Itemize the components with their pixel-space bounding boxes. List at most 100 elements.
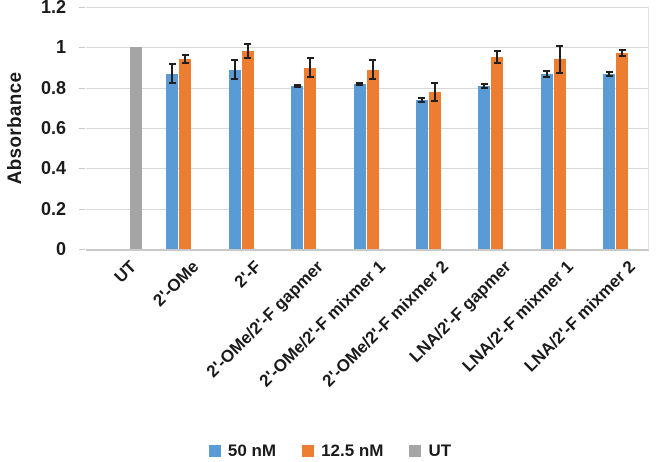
error-bar [618, 49, 626, 58]
error-bar-line [608, 70, 611, 77]
bar [366, 69, 379, 249]
error-bar [244, 43, 252, 60]
error-bar-cap-top [356, 81, 363, 84]
legend-label-12-5nm: 12.5 nM [321, 441, 384, 460]
error-bar-cap-top [231, 59, 239, 62]
error-bar-cap-top [418, 96, 426, 99]
error-bar-cap-bottom [181, 62, 189, 65]
bar [603, 73, 616, 249]
error-bar-cap-bottom [556, 71, 564, 74]
bar [616, 53, 629, 249]
error-bar-line [233, 59, 236, 80]
plot-area [86, 7, 649, 251]
error-bar [356, 81, 363, 86]
error-bar-cap-bottom [356, 83, 363, 86]
y-axis-tick [79, 168, 85, 170]
error-bar-line [483, 82, 486, 89]
bar [179, 59, 192, 249]
error-bar-line [184, 54, 187, 65]
error-bar-cap-bottom [418, 100, 426, 103]
error-bar-cap-top [168, 63, 176, 66]
error-bar-line [371, 59, 374, 80]
error-bar [418, 96, 426, 103]
gridline [86, 7, 648, 8]
y-axis-tick [79, 47, 85, 49]
error-bar-cap-bottom [244, 57, 252, 60]
error-bar-cap-top [543, 69, 551, 72]
legend: 50 nM 12.5 nM UT [0, 440, 660, 462]
bar [166, 73, 179, 249]
error-bar [493, 50, 501, 65]
bar [353, 83, 366, 249]
x-axis-label: UT [110, 257, 140, 287]
error-bar [480, 82, 488, 89]
error-bar-cap-bottom [231, 77, 239, 80]
bar [291, 85, 304, 249]
legend-item-12-5nm: 12.5 nM [302, 441, 383, 461]
y-axis-tick-label: 1.2 [40, 0, 66, 17]
y-axis-tick-label: 0.8 [40, 77, 66, 98]
y-axis-tick-label: 0.6 [40, 118, 66, 138]
bar [415, 99, 428, 249]
bar [304, 67, 317, 249]
legend-swatch-50nm-icon [208, 445, 221, 457]
error-bar-cap-bottom [293, 85, 301, 88]
error-bar-cap-top [618, 49, 626, 52]
y-axis-tick-label: 1 [55, 37, 66, 58]
error-bar-line [309, 57, 312, 78]
error-bar-line [296, 83, 299, 88]
bar [491, 57, 504, 249]
error-bar [168, 63, 176, 84]
bar [129, 47, 142, 249]
error-bar-cap-top [480, 82, 488, 85]
error-bar-line [246, 43, 249, 60]
bar [478, 85, 491, 249]
error-bar-cap-bottom [431, 99, 439, 102]
error-bar-cap-top [605, 70, 613, 73]
legend-label-ut: UT [428, 441, 452, 460]
legend-swatch-ut-icon [409, 445, 422, 457]
error-bar-cap-bottom [605, 74, 613, 77]
error-bar-line [558, 45, 561, 74]
y-axis-tick-label: 0.2 [40, 198, 66, 219]
legend-item-ut: UT [409, 441, 451, 461]
error-bar [605, 70, 613, 77]
y-axis-tick-label: 0 [55, 239, 66, 259]
legend-swatch-12-5nm-icon [302, 445, 315, 457]
bar [428, 91, 441, 249]
error-bar [431, 81, 439, 102]
bar [553, 59, 566, 249]
y-axis-tick [79, 87, 85, 89]
y-axis-tick [79, 208, 85, 210]
error-bar [231, 59, 239, 80]
error-bar-cap-top [369, 59, 376, 62]
error-bar-cap-bottom [480, 86, 488, 89]
error-bar [293, 83, 301, 88]
error-bar-line [621, 49, 624, 58]
error-bar-line [545, 69, 548, 78]
error-bar-cap-bottom [618, 55, 626, 58]
error-bar [543, 69, 551, 78]
error-bar-line [358, 81, 361, 86]
error-bar-cap-bottom [493, 62, 501, 65]
x-axis-label: 2'-F [230, 257, 265, 292]
error-bar-cap-top [556, 45, 564, 48]
y-axis-tick [79, 249, 85, 250]
error-bar-cap-top [244, 43, 252, 46]
error-bar [306, 57, 314, 78]
error-bar-line [496, 50, 499, 65]
error-bar-line [420, 96, 423, 103]
error-bar-cap-bottom [369, 77, 376, 80]
error-bar-line [171, 63, 174, 84]
error-bar-cap-top [306, 57, 314, 60]
y-axis-tick [79, 128, 85, 129]
error-bar [181, 54, 189, 65]
error-bar-cap-top [181, 54, 189, 57]
error-bar [556, 45, 564, 74]
bar [228, 69, 241, 249]
error-bar-cap-bottom [306, 75, 314, 78]
y-axis-tick-label: 0.4 [40, 158, 66, 179]
error-bar [369, 59, 376, 80]
error-bar-cap-bottom [168, 81, 176, 84]
